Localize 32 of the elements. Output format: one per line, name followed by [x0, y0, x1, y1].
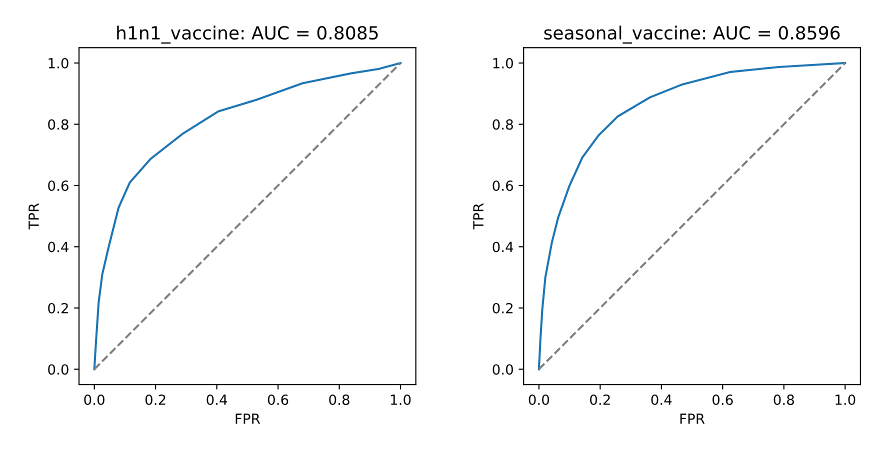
y-axis-title: TPR: [28, 203, 39, 230]
chart-title: seasonal_vaccine: AUC = 0.8596: [544, 26, 840, 44]
x-tick-label: 0.6: [712, 394, 733, 406]
x-tick-label: 0.4: [651, 394, 672, 406]
x-tick-label: 0.0: [528, 394, 550, 406]
x-tick-label: 0.6: [268, 394, 288, 406]
x-tick-label: 0.8: [774, 394, 794, 406]
x-tick-label: 0.4: [206, 394, 228, 406]
y-tick-label: 0.8: [492, 119, 513, 130]
y-tick-label: 0.6: [48, 180, 68, 191]
y-axis-title: TPR: [473, 203, 484, 230]
y-tick-label: 0.6: [492, 180, 514, 191]
x-tick-label: 1.0: [836, 394, 856, 406]
y-tick-label: 1.0: [48, 58, 68, 68]
y-tick-label: 0.2: [492, 302, 513, 314]
chart-title: h1n1_vaccine: AUC = 0.8085: [117, 26, 378, 44]
y-tick-label: 0.4: [48, 242, 69, 252]
x-tick-label: 0.0: [84, 394, 104, 406]
x-axis-title: FPR: [680, 414, 705, 424]
x-axis-title: FPR: [236, 414, 260, 424]
y-tick-label: 0.0: [48, 364, 68, 375]
line-series: [93, 62, 402, 370]
y-tick-label: 0.8: [48, 119, 68, 130]
y-tick-label: 1.0: [493, 58, 513, 68]
y-tick-label: 0.4: [492, 242, 514, 252]
x-tick-label: 0.8: [329, 394, 350, 406]
x-tick-label: 1.0: [391, 394, 411, 406]
x-tick-label: 0.2: [590, 394, 610, 406]
line-series: [538, 62, 846, 370]
y-tick-label: 0.2: [48, 302, 68, 314]
x-tick-label: 0.2: [145, 394, 166, 406]
y-tick-label: 0.0: [492, 364, 513, 375]
